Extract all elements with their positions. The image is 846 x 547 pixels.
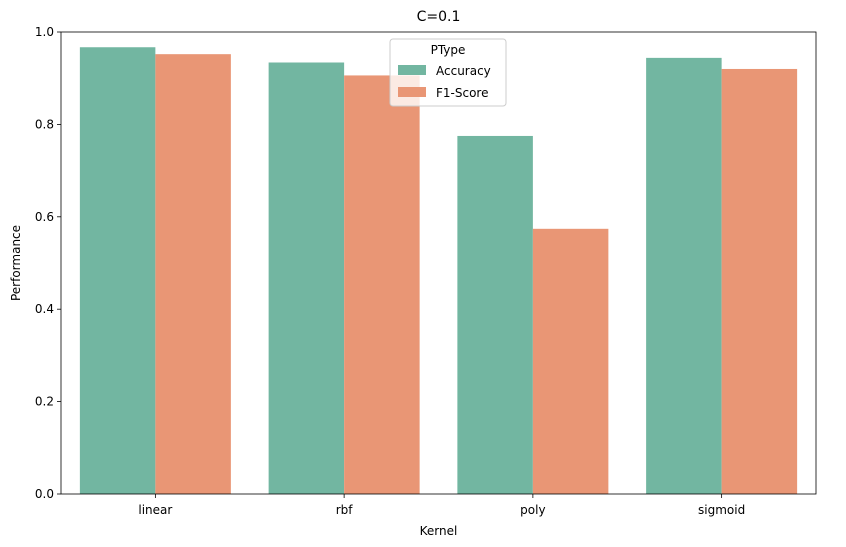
legend-swatch-f1-score: [398, 87, 426, 97]
chart-title: C=0.1: [417, 9, 461, 25]
bar-accuracy-rbf: [268, 62, 345, 494]
y-tick-label: 0.2: [35, 395, 54, 409]
x-tick-label-poly: poly: [520, 503, 545, 517]
bar-f1-score-rbf: [344, 75, 420, 494]
x-axis-label: Kernel: [420, 524, 458, 538]
x-axis: linear rbf poly sigmoid: [138, 494, 745, 517]
x-tick-label-sigmoid: sigmoid: [698, 503, 745, 517]
bar-accuracy-poly: [457, 135, 533, 494]
bar-f1-score-linear: [155, 54, 231, 495]
bar-accuracy-sigmoid: [646, 57, 722, 494]
y-tick-label: 0.6: [35, 210, 54, 224]
bars-layer: [79, 47, 798, 495]
legend-label-f1-score: F1-Score: [436, 86, 488, 100]
y-tick-label: 0.8: [35, 117, 54, 131]
legend-items: Accuracy F1-Score: [398, 64, 491, 100]
legend: PType Accuracy F1-Score: [389, 38, 507, 107]
bar-f1-score-sigmoid: [721, 68, 798, 495]
y-axis: 0.0 0.2 0.4 0.6 0.8 1.0: [35, 25, 61, 501]
legend-swatch-accuracy: [398, 65, 426, 75]
plot-frame: [60, 31, 817, 495]
y-tick-label: 0.4: [35, 302, 54, 316]
bar-accuracy-linear: [79, 47, 156, 494]
y-tick-label: 0.0: [35, 487, 54, 501]
y-tick-label: 1.0: [35, 25, 54, 39]
bar-f1-score-poly: [532, 228, 609, 494]
y-axis-label: Performance: [9, 225, 23, 301]
x-tick-label-linear: linear: [138, 503, 172, 517]
legend-label-accuracy: Accuracy: [436, 64, 491, 78]
legend-title: PType: [431, 43, 466, 57]
x-tick-label-rbf: rbf: [336, 503, 354, 517]
